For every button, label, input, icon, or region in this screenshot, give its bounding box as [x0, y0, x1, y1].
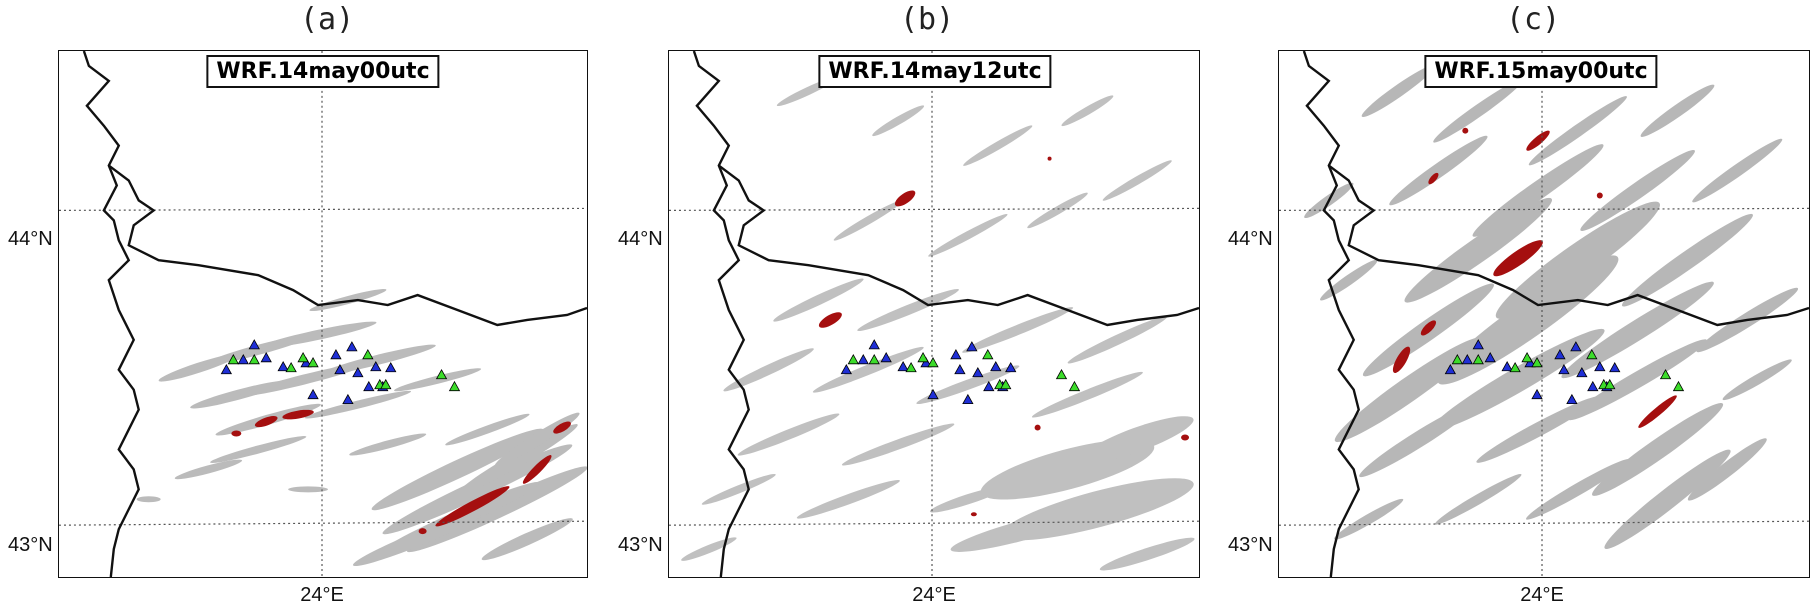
- panel-letter: (c): [1506, 2, 1561, 37]
- grid-lines: [669, 51, 1199, 577]
- map-frame: WRF.14may00utc: [58, 50, 588, 578]
- grid-lines: [59, 51, 587, 577]
- grid-lines: [1279, 51, 1809, 577]
- map-frame: WRF.14may12utc: [668, 50, 1200, 578]
- panel-title: WRF.15may00utc: [1424, 55, 1658, 88]
- stations-blue: [220, 339, 397, 405]
- coastline-border: [1302, 51, 1809, 577]
- clutter-layer: [681, 75, 1195, 571]
- coastline-border: [82, 51, 587, 577]
- lat-label-44: 44°N: [8, 228, 53, 250]
- lat-label-43: 43°N: [1228, 534, 1273, 556]
- panel-a: (a) 44°N 43°N 24°E: [0, 0, 600, 616]
- stations-green: [847, 349, 1081, 392]
- stations-green: [1451, 349, 1685, 392]
- panel-b: (b) 44°N 43°N 24°E: [610, 0, 1210, 616]
- lat-label-44: 44°N: [618, 228, 663, 250]
- lat-label-43: 43°N: [618, 534, 663, 556]
- stations-green: [227, 349, 461, 392]
- map-canvas: [669, 51, 1199, 577]
- lon-label-24: 24°E: [1520, 584, 1564, 606]
- lat-label-44: 44°N: [1228, 228, 1273, 250]
- stations-blue: [1444, 339, 1621, 405]
- coastline-border: [692, 51, 1199, 577]
- red-cells-layer: [818, 156, 1190, 517]
- lon-label-24: 24°E: [912, 584, 956, 606]
- clutter-layer: [136, 289, 587, 567]
- map-canvas: [1279, 51, 1809, 577]
- map-canvas: [59, 51, 587, 577]
- lat-label-43: 43°N: [8, 534, 53, 556]
- panel-title: WRF.14may12utc: [818, 55, 1052, 88]
- panel-letter: (a): [300, 2, 355, 37]
- panel-c: (c) 44°N 43°N 24°E: [1220, 0, 1819, 616]
- panel-title: WRF.14may00utc: [206, 55, 440, 88]
- stations-blue: [840, 339, 1017, 405]
- red-cells-layer: [231, 409, 571, 535]
- panel-letter: (b): [900, 2, 955, 37]
- map-frame: WRF.15may00utc: [1278, 50, 1810, 578]
- lon-label-24: 24°E: [300, 584, 344, 606]
- clutter-layer: [1304, 64, 1799, 549]
- red-cells-layer: [1392, 127, 1677, 428]
